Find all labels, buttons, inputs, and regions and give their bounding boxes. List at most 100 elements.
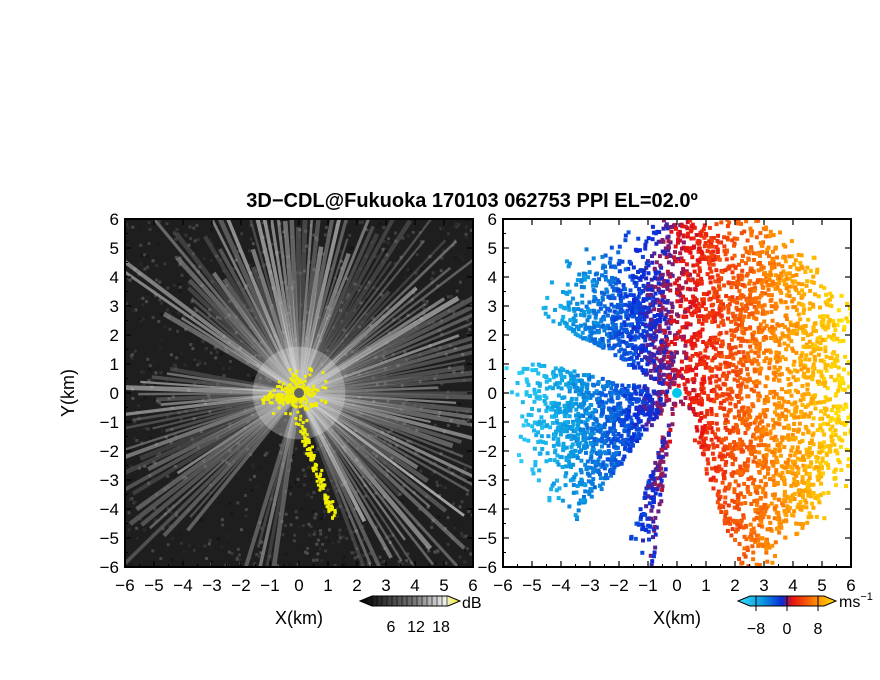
velocity-pixel — [667, 439, 672, 444]
velocity-pixel — [651, 303, 656, 308]
velocity-pixel — [711, 340, 716, 345]
velocity-pixel — [814, 514, 819, 519]
velocity-pixel — [750, 229, 755, 234]
intensity-noise-pixel — [393, 231, 397, 235]
velocity-pixel — [733, 264, 738, 269]
velocity-pixel — [681, 234, 686, 239]
intensity-noise-pixel — [413, 404, 417, 408]
velocity-pixel — [592, 294, 597, 299]
velocity-pixel — [611, 421, 616, 426]
intensity-noise-pixel — [364, 254, 368, 258]
intensity-noise-pixel — [193, 239, 197, 243]
intensity-noise-pixel — [437, 414, 441, 418]
intensity-noise-pixel — [468, 479, 472, 483]
intensity-beam — [125, 259, 301, 395]
velocity-pixel — [539, 434, 544, 439]
intensity-beam — [125, 391, 300, 430]
velocity-pixel — [638, 419, 643, 424]
velocity-pixel — [770, 293, 775, 298]
velocity-pixel — [551, 319, 556, 324]
intensity-high-pixel — [306, 438, 310, 442]
intensity-noise-pixel — [209, 351, 213, 355]
intensity-high-pixel — [320, 399, 324, 403]
velocity-pixel — [740, 253, 745, 258]
intensity-noise-pixel — [159, 557, 163, 561]
velocity-pixel — [835, 377, 840, 382]
velocity-pixel — [583, 322, 588, 327]
velocity-pixel — [672, 381, 677, 386]
velocity-pixel — [532, 420, 537, 425]
intensity-high-pixel — [285, 398, 289, 402]
intensity-noise-pixel — [361, 524, 365, 528]
intensity-high-pixel — [321, 487, 325, 491]
intensity-noise-pixel — [374, 525, 378, 529]
intensity-noise-pixel — [329, 502, 333, 506]
velocity-pixel — [763, 543, 768, 548]
intensity-noise-pixel — [273, 256, 277, 260]
intensity-beam — [297, 219, 314, 394]
intensity-high-pixel — [268, 393, 272, 397]
intensity-noise-pixel — [171, 453, 175, 457]
intensity-high-pixel — [320, 483, 324, 487]
velocity-pixel — [691, 387, 696, 392]
velocity-pixel — [763, 491, 768, 496]
velocity-pixel — [808, 288, 813, 293]
intensity-noise-pixel — [166, 286, 170, 290]
intensity-noise-pixel — [203, 323, 207, 327]
velocity-pixel — [822, 359, 827, 364]
velocity-pixel — [756, 354, 761, 359]
velocity-pixel — [590, 374, 595, 379]
velocity-pixel — [605, 457, 610, 462]
intensity-noise-pixel — [376, 325, 380, 329]
intensity-noise-pixel — [158, 298, 162, 302]
intensity-x-tick-label: −3 — [202, 576, 221, 595]
velocity-pixel — [790, 346, 795, 351]
velocity-pixel — [817, 465, 822, 470]
velocity-pixel — [676, 237, 681, 242]
intensity-noise-pixel — [265, 451, 269, 455]
intensity-beam — [217, 219, 302, 394]
velocity-pixel — [524, 390, 529, 395]
velocity-pixel — [811, 505, 816, 510]
velocity-pixel — [619, 410, 624, 415]
velocity-pixel — [778, 441, 783, 446]
intensity-beam — [125, 390, 300, 476]
velocity-pixel — [634, 284, 639, 289]
intensity-noise-pixel — [434, 561, 438, 565]
intensity-high-pixel — [296, 410, 300, 414]
velocity-pixel — [660, 487, 665, 492]
velocity-pixel — [754, 339, 759, 344]
velocity-pixel — [732, 253, 737, 258]
velocity-pixel — [665, 226, 670, 231]
intensity-noise-pixel — [467, 509, 471, 513]
intensity-noise-pixel — [367, 260, 371, 264]
intensity-noise-pixel — [419, 240, 423, 244]
intensity-noise-pixel — [442, 515, 446, 519]
intensity-noise-pixel — [428, 540, 432, 544]
velocity-pixel — [748, 421, 753, 426]
velocity-pixel — [772, 453, 777, 458]
intensity-noise-pixel — [383, 240, 387, 244]
intensity-noise-pixel — [192, 382, 196, 386]
velocity-pixel — [749, 501, 754, 506]
velocity-pixel — [675, 320, 680, 325]
intensity-high-pixel — [303, 428, 307, 432]
velocity-pixel — [646, 407, 651, 412]
velocity-pixel — [615, 417, 620, 422]
velocity-pixel — [674, 259, 679, 264]
intensity-noise-pixel — [270, 497, 274, 501]
intensity-noise-pixel — [302, 548, 306, 552]
velocity-pixel — [717, 257, 722, 262]
velocity-pixel — [782, 493, 787, 498]
velocity-pixel — [736, 273, 741, 278]
intensity-noise-pixel — [132, 436, 136, 440]
intensity-noise-pixel — [259, 341, 263, 345]
velocity-pixel — [755, 280, 760, 285]
intensity-high-pixel — [279, 400, 283, 404]
intensity-noise-pixel — [232, 267, 236, 271]
intensity-noise-pixel — [202, 256, 206, 260]
intensity-noise-pixel — [467, 325, 471, 329]
intensity-noise-pixel — [439, 319, 443, 323]
intensity-noise-pixel — [404, 399, 408, 403]
intensity-noise-pixel — [304, 229, 308, 233]
